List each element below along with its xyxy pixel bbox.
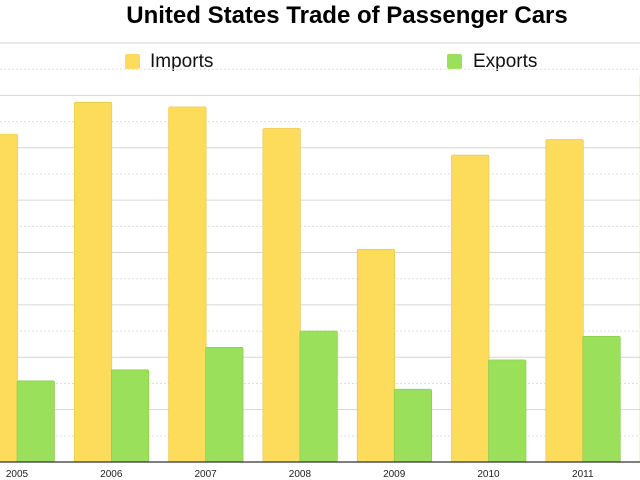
legend-label-exports: Exports — [473, 51, 538, 72]
x-tick-label: 2009 — [383, 469, 406, 480]
x-tick-label: 2005 — [6, 469, 29, 480]
bar-exports-2011 — [582, 335, 621, 463]
legend-label-imports: Imports — [150, 51, 214, 72]
chart-title: United States Trade of Passenger Cars — [126, 2, 568, 29]
bar-imports-2010 — [451, 154, 490, 463]
bar-imports-2011 — [545, 139, 584, 463]
bar-exports-2008 — [299, 330, 338, 463]
bar-imports-2005 — [0, 133, 18, 463]
x-tick-label: 2011 — [572, 469, 594, 480]
bar-imports-2009 — [356, 249, 396, 463]
x-tick-label: 2006 — [100, 469, 123, 480]
legend-swatch-exports — [447, 54, 462, 69]
bar-exports-2006 — [111, 369, 150, 463]
bar-exports-2007 — [205, 346, 244, 463]
bar-exports-2005 — [16, 380, 55, 463]
legend-swatch-imports — [125, 54, 140, 69]
bar-imports-2007 — [168, 106, 207, 463]
bar-exports-2009 — [393, 388, 433, 463]
x-tick-label: 2008 — [289, 469, 312, 480]
bar-imports-2008 — [262, 128, 301, 463]
bar-imports-2006 — [74, 101, 113, 463]
x-tick-label: 2007 — [194, 469, 217, 480]
bar-exports-2010 — [488, 359, 527, 463]
x-tick-label: 2010 — [477, 469, 500, 480]
